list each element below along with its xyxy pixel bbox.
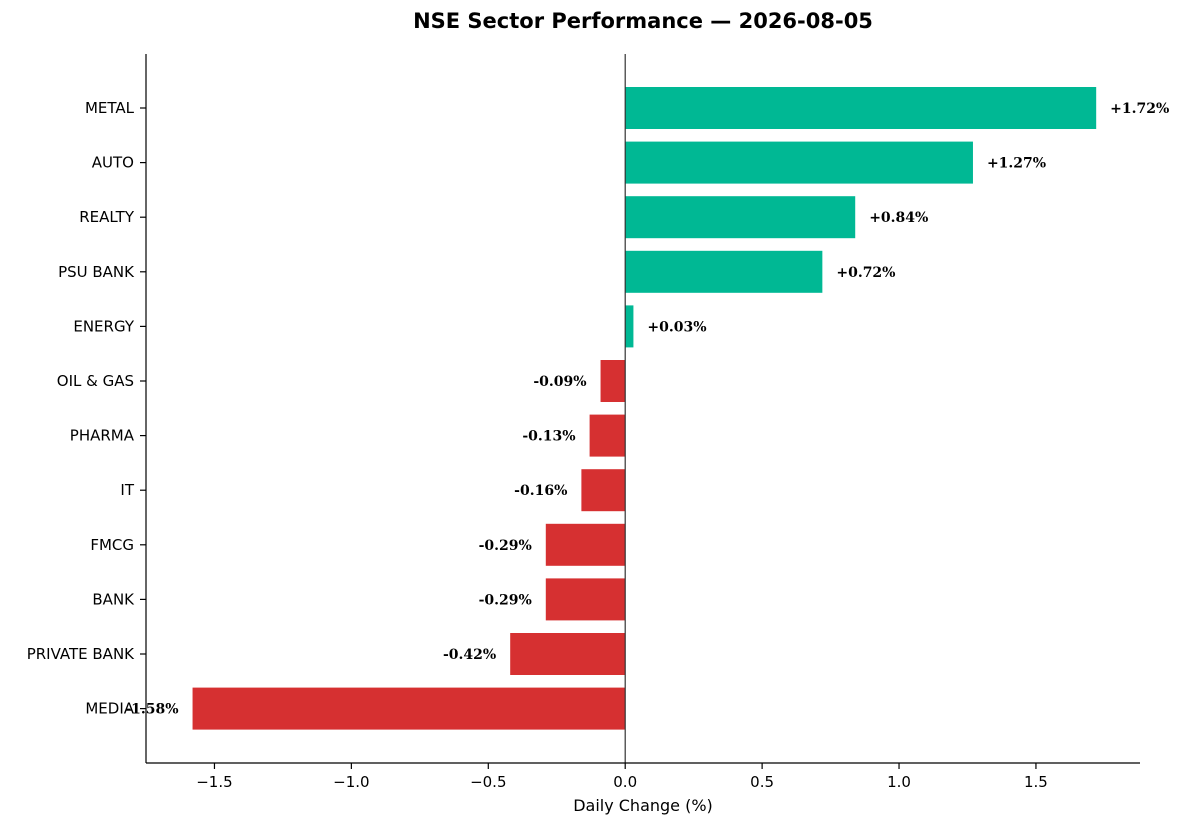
value-label: +0.84% <box>869 210 928 226</box>
bar-bank <box>545 578 626 621</box>
category-label: FMCG <box>90 536 134 554</box>
x-axis-title: Daily Change (%) <box>573 796 713 815</box>
category-label: REALTY <box>79 208 135 226</box>
bar-energy <box>625 305 634 348</box>
value-label: +0.72% <box>836 265 895 281</box>
value-label: -1.58% <box>125 702 178 718</box>
bar-metal <box>625 87 1097 129</box>
bar-media <box>192 687 626 730</box>
value-label: +1.27% <box>987 156 1046 172</box>
category-label: AUTO <box>92 154 134 172</box>
x-tick-label: 1.5 <box>1024 773 1048 791</box>
x-tick-label: −1.5 <box>196 773 232 791</box>
category-label: PSU BANK <box>58 263 135 281</box>
value-labels-group: +1.72% +1.27% +0.84% +0.72% +0.03% -0.09% -0.1… <box>125 101 1169 718</box>
value-label: -0.13% <box>522 429 575 445</box>
category-label: PRIVATE BANK <box>27 645 135 663</box>
value-label: -0.29% <box>479 538 532 554</box>
x-tick-label: −0.5 <box>470 773 506 791</box>
value-label: +0.03% <box>647 319 706 335</box>
category-label: BANK <box>92 590 135 608</box>
value-label: -0.29% <box>479 592 532 608</box>
x-tick-label: 0.5 <box>750 773 774 791</box>
bar-it <box>581 469 626 512</box>
bars-group <box>192 87 1097 730</box>
bar-oil-gas <box>600 360 626 402</box>
bar-fmcg <box>545 523 626 566</box>
value-label: -0.09% <box>533 374 586 390</box>
category-label: OIL & GAS <box>57 372 134 390</box>
value-label: -0.42% <box>443 647 496 663</box>
category-label: ENERGY <box>73 317 134 335</box>
x-tick-label: −1.0 <box>333 773 369 791</box>
bar-psu-bank <box>625 250 823 293</box>
value-label: -0.16% <box>514 483 567 499</box>
chart-title: NSE Sector Performance — 2026-08-05 <box>413 9 873 33</box>
bar-realty <box>625 196 856 239</box>
bar-pharma <box>589 414 626 457</box>
category-label: IT <box>120 481 134 499</box>
category-label: MEDIA <box>85 700 134 718</box>
x-ticks-group: −1.5 −1.0 −0.5 0.0 0.5 1.0 1.5 <box>196 763 1048 791</box>
x-tick-label: 1.0 <box>887 773 911 791</box>
x-tick-label: 0.0 <box>613 773 637 791</box>
category-label: PHARMA <box>70 427 135 445</box>
category-label: METAL <box>85 99 135 117</box>
bar-private-bank <box>510 633 626 675</box>
category-labels-group: METAL AUTO REALTY PSU BANK ENERGY OIL & GAS PH… <box>27 99 146 718</box>
value-label: +1.72% <box>1110 101 1169 117</box>
bar-auto <box>625 141 973 184</box>
